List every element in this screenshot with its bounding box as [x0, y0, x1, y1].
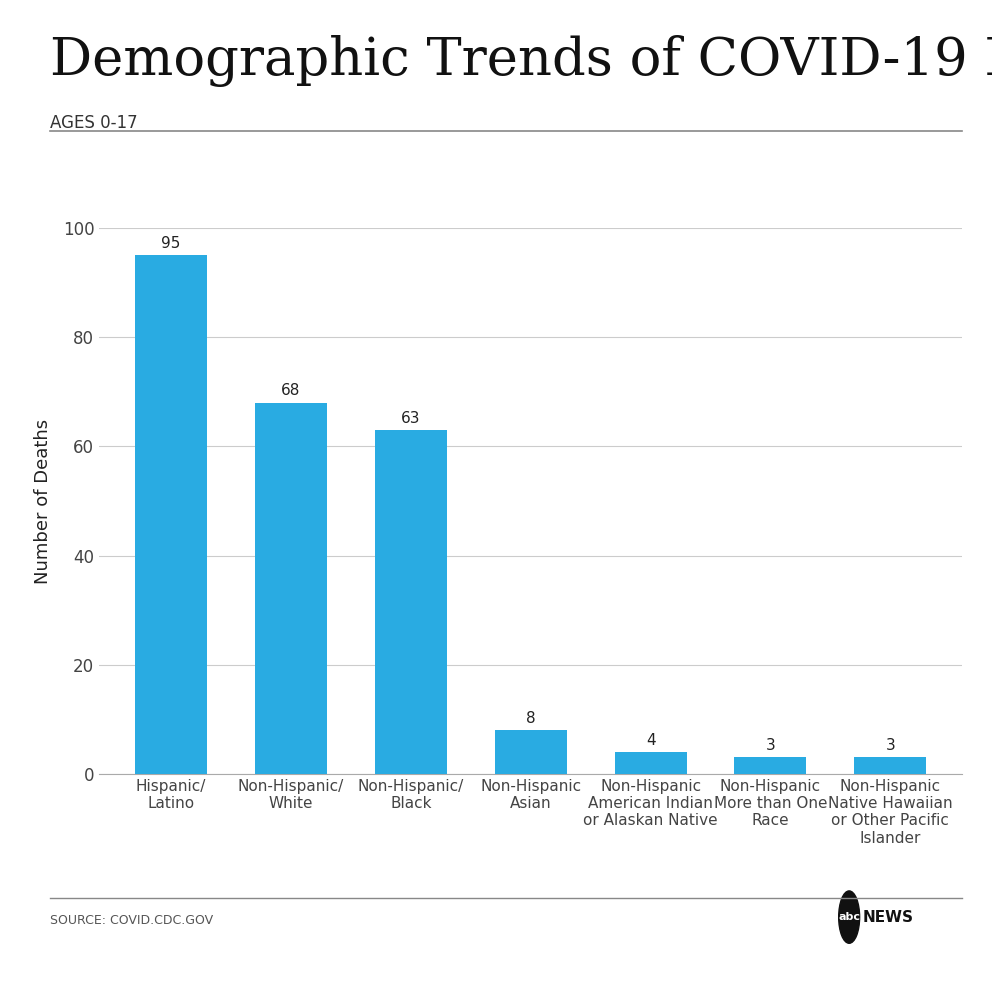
Text: 95: 95: [162, 236, 181, 251]
Bar: [375, 430, 446, 774]
Text: 63: 63: [401, 411, 421, 426]
Text: AGES 0-17: AGES 0-17: [50, 114, 137, 132]
Text: 68: 68: [282, 383, 301, 399]
Bar: [615, 752, 686, 774]
Text: Demographic Trends of COVID-19 Deaths: Demographic Trends of COVID-19 Deaths: [50, 35, 992, 86]
Text: 3: 3: [766, 738, 776, 753]
Y-axis label: Number of Deaths: Number of Deaths: [34, 419, 52, 583]
Circle shape: [838, 891, 860, 943]
Text: abc: abc: [838, 912, 860, 923]
Bar: [734, 758, 806, 774]
Text: 8: 8: [526, 710, 536, 726]
Text: 4: 4: [646, 732, 656, 748]
Bar: [854, 758, 927, 774]
Text: SOURCE: COVID.CDC.GOV: SOURCE: COVID.CDC.GOV: [50, 914, 212, 928]
Bar: [255, 403, 327, 774]
Text: 3: 3: [886, 738, 895, 753]
Bar: [135, 255, 207, 774]
Bar: [495, 730, 566, 774]
Text: NEWS: NEWS: [862, 910, 914, 925]
